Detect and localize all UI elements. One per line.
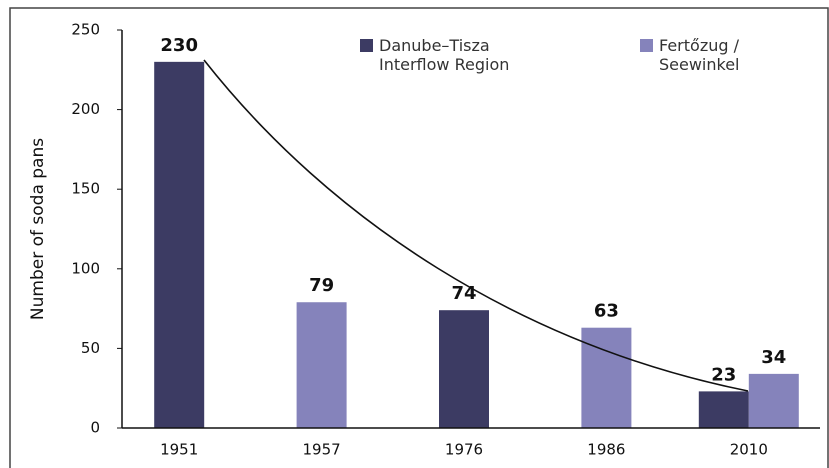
- bar: [296, 302, 347, 428]
- bar: [439, 310, 489, 428]
- legend-item: Danube–Tisza Interflow Region: [360, 36, 529, 74]
- x-tick-label: 2010: [730, 441, 768, 459]
- value-label: 230: [160, 35, 198, 56]
- y-tick-label: 250: [71, 21, 100, 39]
- legend-label: Danube–Tisza Interflow Region: [379, 36, 510, 74]
- legend-item: Fertőzug / Seewinkel: [640, 36, 754, 74]
- bar: [581, 327, 632, 428]
- x-tick-label: 1957: [303, 441, 341, 459]
- x-tick-label: 1951: [160, 441, 198, 459]
- trend-curve: [203, 59, 749, 392]
- bar: [698, 391, 749, 428]
- y-tick-label: 150: [71, 180, 100, 198]
- legend-swatch: [640, 39, 653, 52]
- y-tick-label: 50: [81, 339, 100, 357]
- y-axis-label: Number of soda pans: [28, 138, 48, 320]
- bar: [748, 373, 799, 428]
- value-label: 34: [761, 347, 786, 368]
- x-tick-label: 1976: [445, 441, 483, 459]
- value-label: 74: [451, 283, 476, 304]
- legend-label: Fertőzug / Seewinkel: [659, 36, 740, 74]
- value-label: 23: [711, 364, 736, 385]
- bar: [154, 61, 205, 429]
- value-label: 63: [594, 301, 619, 322]
- x-tick-label: 1986: [587, 441, 625, 459]
- legend-swatch: [360, 39, 373, 52]
- frame: [9, 7, 829, 468]
- y-tick-label: 100: [71, 259, 100, 277]
- value-label: 79: [309, 275, 334, 296]
- y-tick-label: 200: [71, 100, 100, 118]
- y-tick-label: 0: [90, 419, 100, 437]
